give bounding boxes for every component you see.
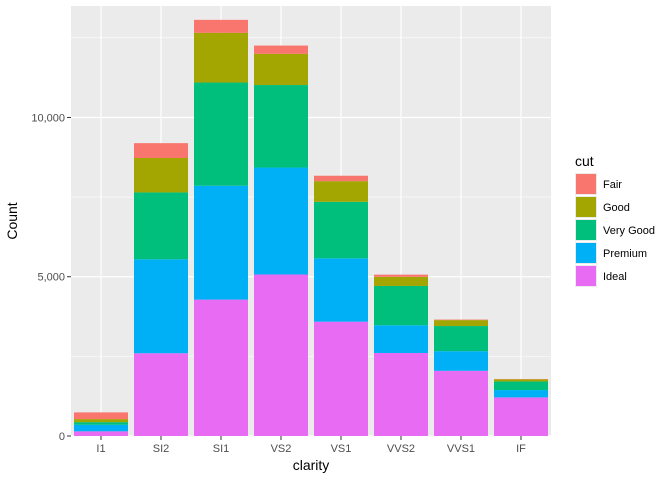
bar-vvs2-premium: [374, 325, 428, 353]
bar-i1-fair: [74, 412, 128, 420]
bar-si1-very-good: [194, 82, 248, 186]
bar-vvs2-very-good: [374, 285, 428, 326]
bar-vs2-ideal: [254, 274, 308, 436]
bar-si2-fair: [134, 143, 188, 158]
bar-si1-premium: [194, 185, 248, 300]
legend: cut Fair Good Very Good Premium Ideal: [575, 153, 655, 287]
y-tick-label: 5,000: [37, 272, 65, 284]
x-axis-title: clarity: [293, 457, 330, 473]
bar-vvs2-good: [374, 276, 428, 286]
bar-si2-ideal: [134, 353, 188, 436]
bar-vvs1-ideal: [434, 370, 488, 436]
bar-if-very-good: [494, 381, 548, 391]
legend-label: Good: [603, 202, 630, 214]
bar-vvs1-fair: [434, 319, 488, 321]
y-axis-title: Count: [4, 202, 20, 239]
bar-si1-ideal: [194, 299, 248, 436]
y-tick-label: 0: [59, 431, 65, 443]
bar-i1-premium: [74, 424, 128, 432]
x-tick-label: I1: [96, 443, 105, 455]
bar-i1-good: [74, 419, 128, 423]
bar-vvs1-premium: [434, 351, 488, 371]
bar-si1-fair: [194, 19, 248, 33]
y-tick-label: 10,000: [31, 112, 65, 124]
bar-vvs2-ideal: [374, 352, 428, 436]
bar-si1-good: [194, 32, 248, 83]
legend-label: Fair: [603, 179, 622, 191]
bar-vs1-premium: [314, 258, 368, 322]
legend-swatch: [576, 220, 596, 240]
bar-si2-premium: [134, 259, 188, 354]
bar-si2-good: [134, 157, 188, 193]
bars: [74, 19, 548, 436]
bar-vs2-premium: [254, 167, 308, 275]
bar-i1-very-good: [74, 422, 128, 425]
x-tick-label: SI1: [213, 443, 230, 455]
legend-title: cut: [575, 153, 594, 169]
bar-vs2-fair: [254, 45, 308, 54]
bar-vs1-very-good: [314, 201, 368, 259]
legend-swatch: [576, 266, 596, 286]
x-axis-ticks: I1 SI2 SI1 VS2 VS1 VVS2 VVS1 IF: [96, 436, 526, 455]
bar-if-premium: [494, 390, 548, 398]
x-tick-label: SI2: [153, 443, 170, 455]
bar-if-good: [494, 379, 548, 382]
bar-if-ideal: [494, 397, 548, 436]
y-axis-ticks: 0 5,000 10,000: [31, 112, 71, 443]
bar-vs2-good: [254, 53, 308, 86]
bar-vvs2-fair: [374, 274, 428, 277]
x-tick-label: VVS2: [387, 443, 415, 455]
legend-swatch: [576, 197, 596, 217]
bar-vs1-good: [314, 181, 368, 202]
bar-vs1-ideal: [314, 321, 368, 436]
bar-vvs1-very-good: [434, 326, 488, 352]
x-tick-label: IF: [516, 443, 526, 455]
x-tick-label: VVS1: [447, 443, 475, 455]
legend-label: Premium: [603, 248, 647, 260]
x-tick-label: VS2: [271, 443, 292, 455]
legend-swatch: [576, 174, 596, 194]
x-tick-label: VS1: [331, 443, 352, 455]
bar-vs1-fair: [314, 175, 368, 182]
bar-i1-ideal: [74, 431, 128, 436]
bar-si2-very-good: [134, 192, 188, 260]
legend-label: Ideal: [603, 271, 627, 283]
legend-swatch: [576, 243, 596, 263]
bar-vvs1-good: [434, 320, 488, 327]
bar-vs2-very-good: [254, 85, 308, 168]
legend-label: Very Good: [603, 225, 655, 237]
